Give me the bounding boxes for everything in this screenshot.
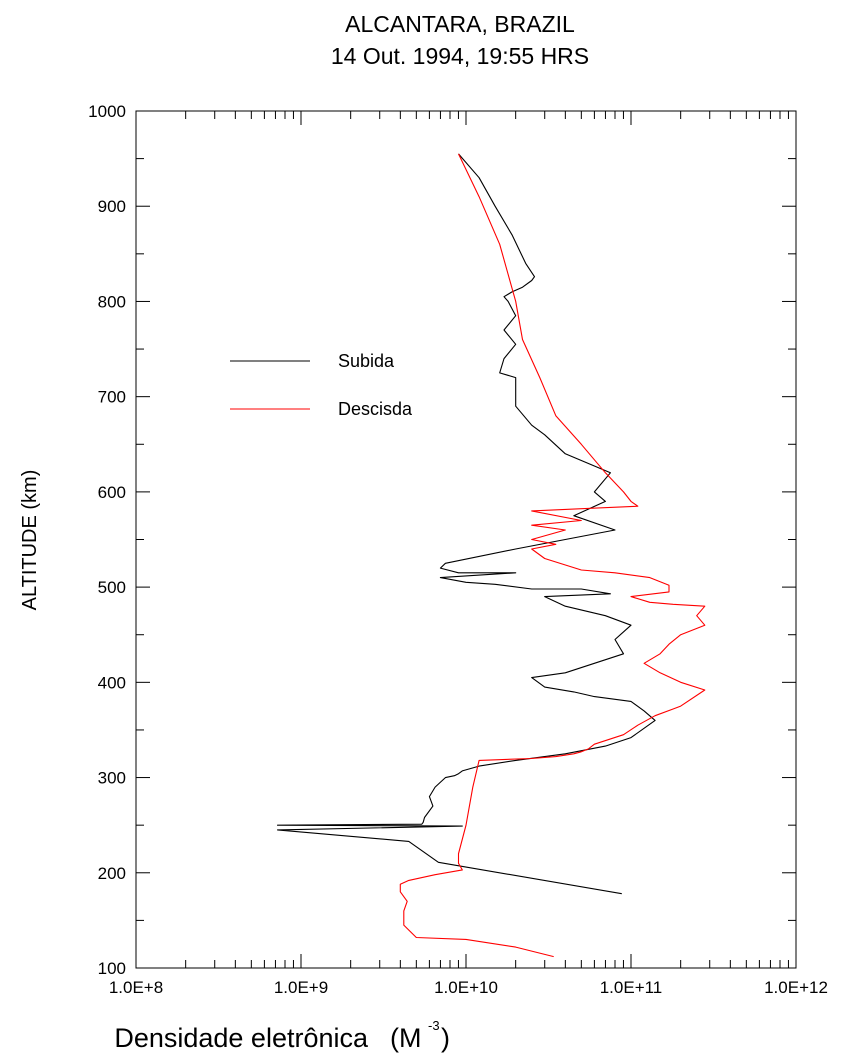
y-axis-label: ALTITUDE (km)	[19, 470, 41, 611]
x-tick-label: 1.0E+11	[600, 978, 663, 997]
axis-tick-labels: 1.0E+8 1.0E+9 1.0E+10 1.0E+11 1.0E+12 100 200 3…	[88, 102, 828, 997]
x-tick-label: 1.0E+10	[434, 978, 498, 997]
series-line-descisda	[399, 153, 706, 958]
y-tick-label: 1000	[88, 102, 126, 121]
series-lines	[276, 153, 706, 958]
chart-title: ALCANTARA, BRAZIL	[345, 11, 575, 37]
y-tick-label: 800	[98, 292, 126, 311]
legend-label-descisda: Descisda	[338, 399, 413, 419]
series-line-subida	[276, 153, 656, 895]
chart-subtitle: 14 Out. 1994, 19:55 HRS	[331, 43, 589, 69]
y-tick-label: 300	[98, 769, 126, 788]
y-tick-label: 500	[98, 578, 126, 597]
y-tick-label: 200	[98, 864, 126, 883]
x-axis-label-unit-exponent: -3	[428, 1018, 440, 1033]
x-axis-label-unit-open: (M	[390, 1023, 421, 1053]
x-tick-label: 1.0E+8	[109, 978, 163, 997]
y-tick-label: 600	[98, 483, 126, 502]
y-tick-label: 700	[98, 388, 126, 407]
x-axis-label-unit-close: )	[441, 1023, 450, 1053]
axes-frame	[135, 110, 797, 969]
plot-frame	[135, 110, 797, 969]
axis-ticks	[135, 110, 797, 969]
y-tick-label: 100	[98, 959, 126, 978]
x-tick-label: 1.0E+9	[274, 978, 328, 997]
legend: Subida Descisda	[230, 351, 413, 419]
y-tick-label: 900	[98, 197, 126, 216]
x-tick-label: 1.0E+12	[764, 978, 828, 997]
x-axis-label-text: Densidade eletrônica	[114, 1023, 369, 1053]
x-axis-label: Densidade eletrônica (M -3 )	[114, 1018, 450, 1053]
legend-label-subida: Subida	[338, 351, 395, 371]
y-tick-label: 400	[98, 673, 126, 692]
